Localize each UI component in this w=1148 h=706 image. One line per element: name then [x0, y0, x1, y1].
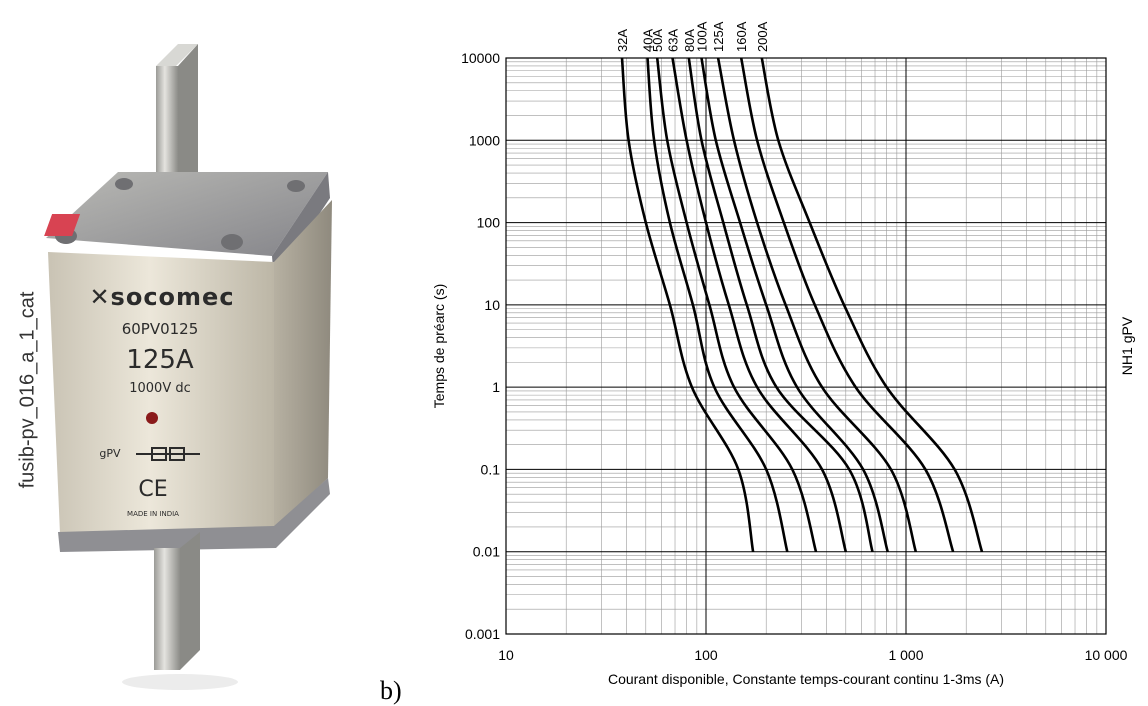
- series-label-32a: 32A: [615, 29, 630, 52]
- fuse-body: [48, 200, 332, 534]
- ce-mark: CE: [138, 477, 167, 502]
- series-label-80a: 80A: [682, 29, 697, 52]
- major-grid: [505, 58, 1106, 635]
- y-tick-label: 1000: [469, 132, 500, 148]
- curve-200a: [760, 57, 984, 553]
- series-label-50a: 50A: [650, 29, 665, 52]
- series-label-63a: 63A: [666, 29, 681, 52]
- curve-40a: [646, 57, 789, 553]
- curve-100a: [700, 57, 889, 553]
- brand-logo: ✕socomec: [89, 283, 234, 311]
- fuse-category: gPV: [99, 447, 121, 460]
- curve-160a: [739, 57, 955, 553]
- y-tick-label: 10: [484, 297, 500, 313]
- chart-right-label: NH1 gPV: [1119, 316, 1135, 375]
- curve-125a: [716, 57, 918, 553]
- minor-grid: [506, 58, 1106, 634]
- x-tick-label: 100: [694, 647, 718, 663]
- fuse-reference: 60PV0125: [122, 320, 199, 338]
- fuse-symbol-icon: [136, 447, 200, 461]
- bottom-cap: [58, 478, 330, 552]
- photo-side-caption: fusib-pv_016_a_1_cat: [16, 291, 39, 489]
- x-tick-labels: 10 100 1 000 10 000: [498, 647, 1127, 663]
- y-tick-label: 0.1: [481, 461, 501, 477]
- plot-frame: [505, 57, 1107, 635]
- fuse-indicator: [146, 412, 158, 424]
- body-markings: ✕socomec 60PV0125 125A 1000V dc gPV CE M…: [89, 283, 234, 518]
- fuse-rating: 125A: [126, 345, 194, 375]
- curve-80a: [687, 57, 874, 553]
- y-tick-labels: 0.001 0.01 0.1 1 10 100 1000 10000: [461, 50, 500, 642]
- y-tick-label: 1: [492, 379, 500, 395]
- y-axis-label: Temps de préarc (s): [431, 284, 447, 408]
- x-tick-label: 10: [498, 647, 514, 663]
- panel-label: b): [380, 676, 402, 705]
- top-cap: [44, 172, 330, 282]
- series-label-125a: 125A: [711, 21, 726, 52]
- x-tick-label: 1 000: [888, 647, 923, 663]
- fuse-voltage: 1000V dc: [129, 381, 191, 396]
- made-in-label: MADE IN INDIA: [127, 510, 179, 518]
- y-tick-label: 0.001: [465, 626, 500, 642]
- curve-63a: [671, 57, 848, 553]
- y-tick-label: 100: [477, 215, 501, 231]
- y-tick-label: 0.01: [473, 544, 500, 560]
- series-label-160a: 160A: [734, 21, 749, 52]
- series-label-40a: 40A: [641, 29, 656, 52]
- series-label-200a: 200A: [755, 21, 770, 52]
- x-tick-label: 10 000: [1085, 647, 1128, 663]
- curve-32a: [620, 57, 755, 552]
- curve-50a: [655, 57, 818, 553]
- bottom-blade: [122, 532, 238, 690]
- series-label-100a: 100A: [695, 21, 710, 52]
- y-tick-label: 10000: [461, 50, 500, 66]
- fuse-photo: ✕socomec 60PV0125 125A 1000V dc gPV CE M…: [44, 44, 332, 690]
- x-axis-label: Courant disponible, Constante temps-cour…: [608, 671, 1004, 687]
- fuse-curves: [620, 57, 984, 553]
